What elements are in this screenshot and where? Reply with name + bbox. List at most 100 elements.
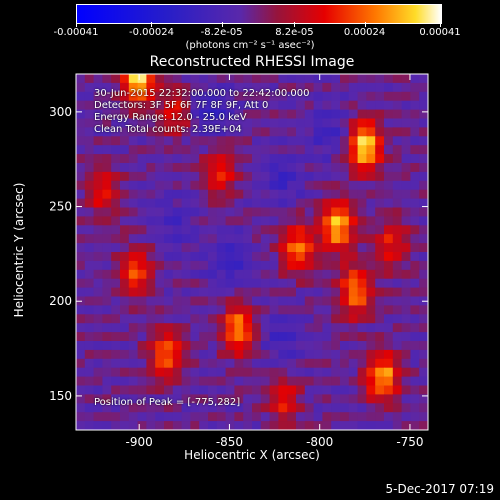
heatmap-cell xyxy=(225,234,235,244)
heatmap-cell xyxy=(234,91,244,102)
heatmap-cell xyxy=(164,82,174,93)
heatmap-cell xyxy=(287,136,297,146)
heatmap-cell xyxy=(304,305,314,315)
heatmap-cell xyxy=(296,216,306,226)
heatmap-cell xyxy=(190,180,200,191)
heatmap-cell xyxy=(322,269,332,280)
heatmap-cell xyxy=(260,74,270,84)
heatmap-cell xyxy=(234,100,244,110)
heatmap-cell xyxy=(93,305,103,315)
heatmap-cell xyxy=(348,118,358,128)
heatmap-cell xyxy=(419,287,429,297)
heatmap-cell xyxy=(120,341,130,351)
heatmap-cell xyxy=(296,145,306,155)
heatmap-cell xyxy=(120,376,130,386)
heatmap-cell xyxy=(208,305,218,315)
heatmap-cell xyxy=(155,243,165,253)
heatmap-cell xyxy=(84,198,94,208)
heatmap-cell xyxy=(313,341,323,351)
heatmap-cell xyxy=(111,74,121,84)
heatmap-cell xyxy=(331,314,341,324)
heatmap-cell xyxy=(93,234,103,244)
heatmap-cell xyxy=(111,136,121,146)
heatmap-cell xyxy=(155,198,165,208)
heatmap-cell xyxy=(172,145,182,155)
heatmap-cell xyxy=(287,403,297,413)
heatmap-cell xyxy=(234,243,244,253)
heatmap-cell xyxy=(269,82,279,93)
heatmap-cell xyxy=(102,305,112,315)
heatmap-cell xyxy=(296,314,306,324)
heatmap-cell xyxy=(384,234,394,244)
heatmap-cell xyxy=(357,145,367,155)
heatmap-cell xyxy=(155,118,165,128)
heatmap-cell xyxy=(93,314,103,324)
heatmap-cell xyxy=(225,323,235,333)
heatmap-cell xyxy=(128,252,138,262)
heatmap-cell xyxy=(216,385,226,395)
heatmap-cell xyxy=(322,189,332,199)
heatmap-cell xyxy=(278,260,288,271)
heatmap-cell xyxy=(322,252,332,262)
heatmap-cell xyxy=(155,314,165,324)
heatmap-cell xyxy=(102,349,112,360)
heatmap-cell xyxy=(225,136,235,146)
heatmap-cell xyxy=(164,234,174,244)
heatmap-cell xyxy=(190,252,200,262)
heatmap-cell xyxy=(313,358,323,369)
chart-title: Reconstructed RHESSI Image xyxy=(149,54,355,70)
heatmap-cell xyxy=(76,367,86,377)
heatmap-cell xyxy=(260,163,270,173)
heatmap-cell xyxy=(287,243,297,253)
heatmap-cell xyxy=(410,252,420,262)
heatmap-cell xyxy=(128,171,138,182)
heatmap-cell xyxy=(137,145,147,155)
heatmap-cell xyxy=(331,234,341,244)
heatmap-cell xyxy=(340,349,350,360)
heatmap-cell xyxy=(269,145,279,155)
heatmap-cell xyxy=(287,163,297,173)
heatmap-cell xyxy=(313,91,323,102)
heatmap-cell xyxy=(296,278,306,288)
annotation-detectors: Detectors: 3F 5F 6F 7F 8F 9F, Att 0 xyxy=(94,100,269,111)
heatmap-cell xyxy=(225,367,235,377)
heatmap-cell xyxy=(278,278,288,288)
heatmap-cell xyxy=(120,118,130,128)
heatmap-cell xyxy=(331,100,341,110)
heatmap-cell xyxy=(102,260,112,271)
heatmap-cell xyxy=(181,216,191,226)
heatmap-cell xyxy=(375,207,385,217)
heatmap-cell xyxy=(208,412,218,422)
heatmap-cell xyxy=(322,198,332,208)
heatmap-cell xyxy=(111,198,121,208)
heatmap-cell xyxy=(410,216,420,226)
heatmap-cell xyxy=(269,207,279,217)
heatmap-cell xyxy=(375,189,385,199)
heatmap-cell xyxy=(392,207,402,217)
heatmap-cell xyxy=(111,225,121,235)
heatmap-cell xyxy=(296,82,306,93)
heatmap-cell xyxy=(340,109,350,119)
heatmap-cell xyxy=(225,358,235,369)
heatmap-cell xyxy=(216,376,226,386)
heatmap-cell xyxy=(410,421,420,431)
heatmap-cell xyxy=(120,216,130,226)
heatmap-cell xyxy=(234,127,244,137)
heatmap-cell xyxy=(190,118,200,128)
heatmap-cell xyxy=(216,198,226,208)
heatmap-cell xyxy=(120,74,130,84)
heatmap-cell xyxy=(199,305,209,315)
heatmap-cell xyxy=(190,100,200,110)
heatmap-cell xyxy=(199,109,209,119)
heatmap-cell xyxy=(93,171,103,182)
heatmap-cell xyxy=(172,412,182,422)
heatmap-cell xyxy=(401,91,411,102)
heatmap-cell xyxy=(304,367,314,377)
heatmap-cell xyxy=(322,127,332,137)
heatmap-cell xyxy=(76,243,86,253)
heatmap-cell xyxy=(340,225,350,235)
heatmap-cell xyxy=(366,252,376,262)
heatmap-cell xyxy=(331,180,341,191)
heatmap-cell xyxy=(190,323,200,333)
heatmap-cell xyxy=(120,145,130,155)
